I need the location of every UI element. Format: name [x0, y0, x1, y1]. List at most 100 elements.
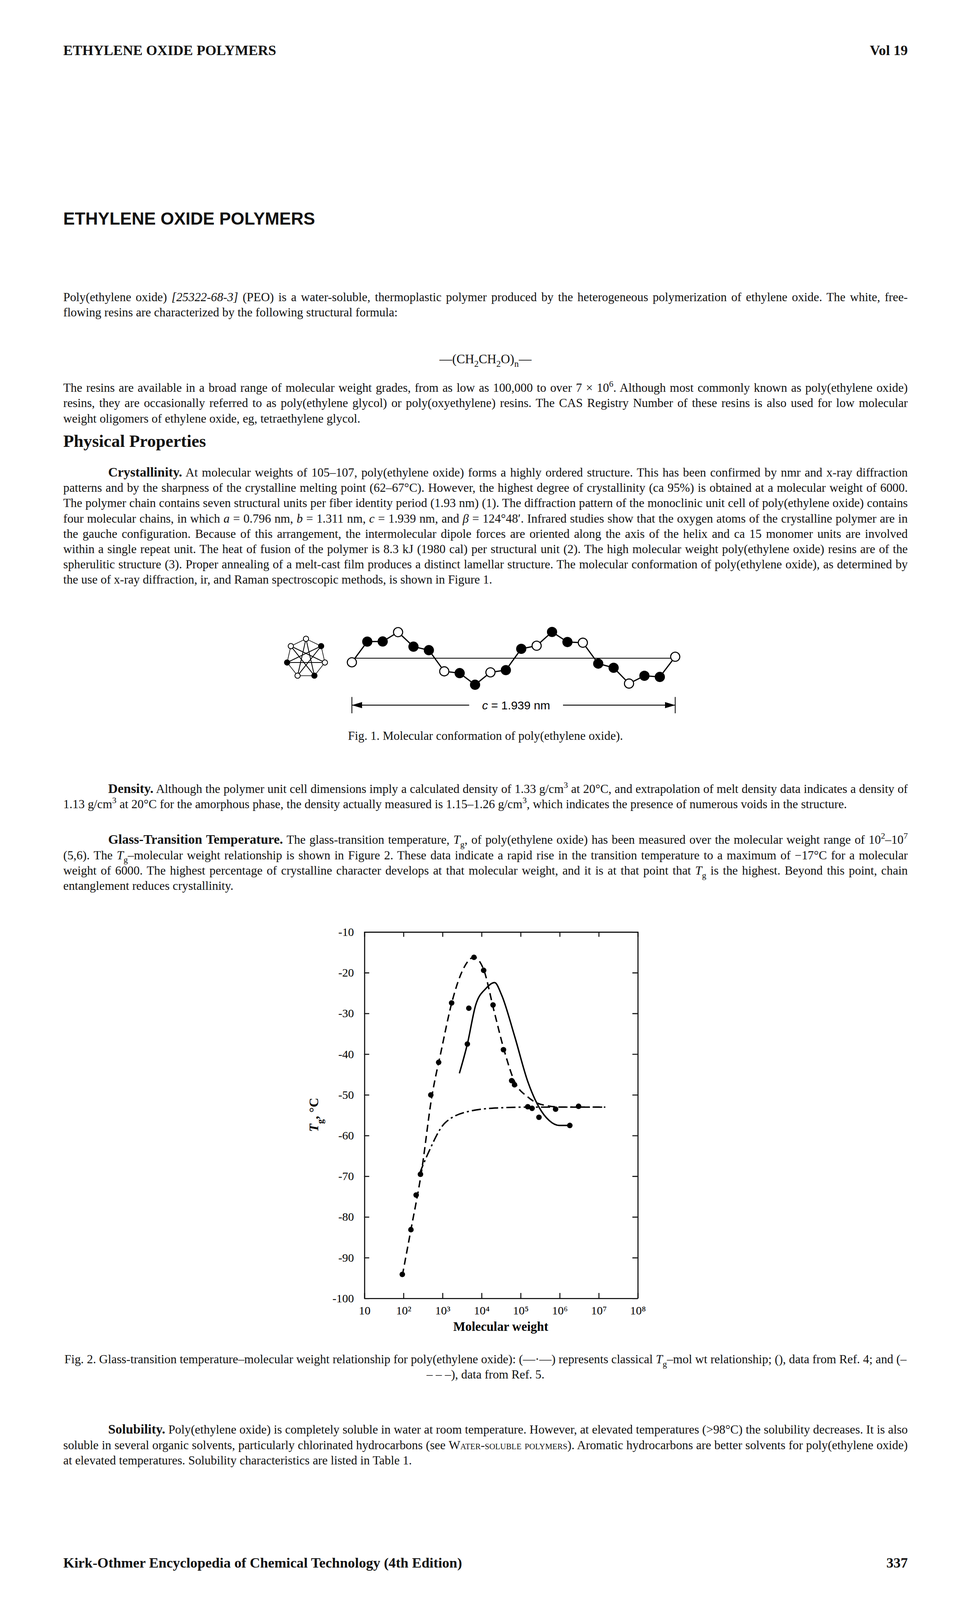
- tick: 10⁷: [591, 1292, 608, 1317]
- tick-label: -90: [338, 1250, 354, 1264]
- tick: 10²: [395, 1292, 412, 1317]
- data-point: [399, 1270, 405, 1277]
- article-title: ETHYLENE OXIDE POLYMERS: [63, 209, 316, 230]
- tick-label: -80: [338, 1209, 354, 1223]
- tick-mark: [632, 1012, 638, 1014]
- chain-atom: [516, 643, 526, 654]
- axis: 1010²10³10⁴10⁵10⁶10⁷10⁸: [358, 1292, 646, 1317]
- tick-mark: [364, 1053, 370, 1055]
- text-run: = 1.939 nm, and: [374, 511, 463, 526]
- series-line: [419, 1106, 606, 1173]
- tick-mark: [632, 971, 638, 973]
- tick: [632, 1216, 638, 1218]
- chain-atom: [655, 671, 665, 682]
- text-run: –10: [885, 832, 904, 847]
- paragraph: Crystallinity. At molecular weights of 1…: [63, 464, 908, 588]
- tick-mark: [598, 931, 600, 937]
- data-point: [407, 1226, 414, 1232]
- tick-mark: [632, 1175, 638, 1177]
- tick: [520, 931, 522, 937]
- tick-label: -20: [338, 965, 354, 979]
- data-point: [511, 1081, 518, 1087]
- data-point: [566, 1122, 573, 1128]
- tick: [481, 931, 483, 937]
- tick-label: 10⁴: [473, 1303, 490, 1317]
- text-run: 7: [903, 831, 908, 841]
- text-run: = 1.939 nm: [488, 698, 551, 712]
- text-run: 3: [563, 780, 569, 790]
- tick: -100: [332, 1291, 369, 1305]
- chain-atom: [455, 668, 465, 678]
- y-axis-title: Tg, °C: [306, 1097, 326, 1132]
- text-run: , °C: [306, 1097, 321, 1119]
- chain-atom: [563, 637, 573, 647]
- chain-atom: [377, 636, 388, 646]
- figure-1: c = 1.939 nm: [265, 611, 694, 719]
- tick-label: -60: [338, 1128, 354, 1142]
- tick: -10: [338, 924, 369, 938]
- tick: -70: [338, 1168, 369, 1182]
- text-run: —: [518, 351, 532, 367]
- text-run: [25322-68-3]: [171, 289, 239, 305]
- tick-mark: [364, 1216, 370, 1218]
- text-run: T: [655, 1351, 663, 1366]
- end-view-atom: [303, 636, 309, 642]
- text-run: = 0.796 nm,: [229, 511, 297, 526]
- running-header: ETHYLENE OXIDE POLYMERS: [63, 42, 277, 60]
- axis: [632, 931, 638, 1298]
- tick: [632, 1093, 638, 1096]
- tick-mark: [364, 1175, 370, 1177]
- data-point: [464, 1040, 471, 1047]
- tick-mark: [632, 931, 638, 933]
- tick: [598, 931, 600, 937]
- data-point: [471, 954, 477, 960]
- tick: -30: [338, 1006, 369, 1020]
- axis-line: [637, 931, 639, 1298]
- chain-atom: [624, 678, 634, 688]
- text-run: Fig. 1. Molecular conformation of poly(e…: [347, 728, 623, 743]
- text-run: T: [695, 862, 702, 878]
- text-run: g: [662, 1359, 667, 1369]
- paragraph: Solubility. Poly(ethylene oxide) is comp…: [63, 1420, 908, 1468]
- figure-caption: Fig. 1. Molecular conformation of poly(e…: [63, 728, 908, 744]
- dimension-label: c = 1.939 nm: [482, 698, 551, 712]
- run-in-heading: Crystallinity.: [108, 464, 183, 480]
- tick-label: -40: [338, 1047, 354, 1061]
- text-run: n: [514, 358, 519, 369]
- tick: 10⁵: [513, 1292, 530, 1317]
- end-view-atom: [288, 643, 294, 649]
- text-run: The glass-transition temperature,: [283, 832, 454, 847]
- data-point: [413, 1191, 419, 1198]
- arrowhead: [664, 701, 676, 708]
- tick-mark: [364, 931, 370, 933]
- text-run: 3: [522, 795, 527, 806]
- data-point: [481, 967, 487, 973]
- end-view-atom: [322, 659, 328, 665]
- arrowhead: [351, 701, 362, 708]
- chain-atom: [424, 645, 434, 655]
- data-point: [427, 1091, 434, 1098]
- text-run: β: [462, 511, 469, 526]
- text-run: g: [315, 1118, 326, 1124]
- tick: -20: [338, 965, 369, 979]
- data-point: [417, 1170, 424, 1177]
- book-title: Kirk-Othmer Encyclopedia of Chemical Tec…: [63, 1554, 462, 1571]
- series-line: [459, 981, 571, 1125]
- chain-bonds: [351, 631, 676, 685]
- text-run: Poly(ethylene oxide): [63, 289, 172, 305]
- text-run: 2: [496, 358, 501, 369]
- structural-formula: —(CH2CH2O)n—: [63, 351, 908, 368]
- text-run: b: [296, 511, 303, 526]
- data-point: [435, 1059, 442, 1065]
- chain-atom: [347, 657, 357, 667]
- tick-label: 10⁷: [591, 1303, 608, 1317]
- series-line: [402, 956, 606, 1276]
- tick-label: 10: [358, 1303, 371, 1317]
- volume-number: Vol 19: [869, 42, 908, 60]
- axis-line: [364, 931, 638, 933]
- tick: [559, 931, 561, 937]
- tick-mark: [632, 1053, 638, 1055]
- end-view-atom: [318, 643, 325, 649]
- tick: 10³: [434, 1292, 451, 1317]
- tick-mark: [632, 1216, 638, 1218]
